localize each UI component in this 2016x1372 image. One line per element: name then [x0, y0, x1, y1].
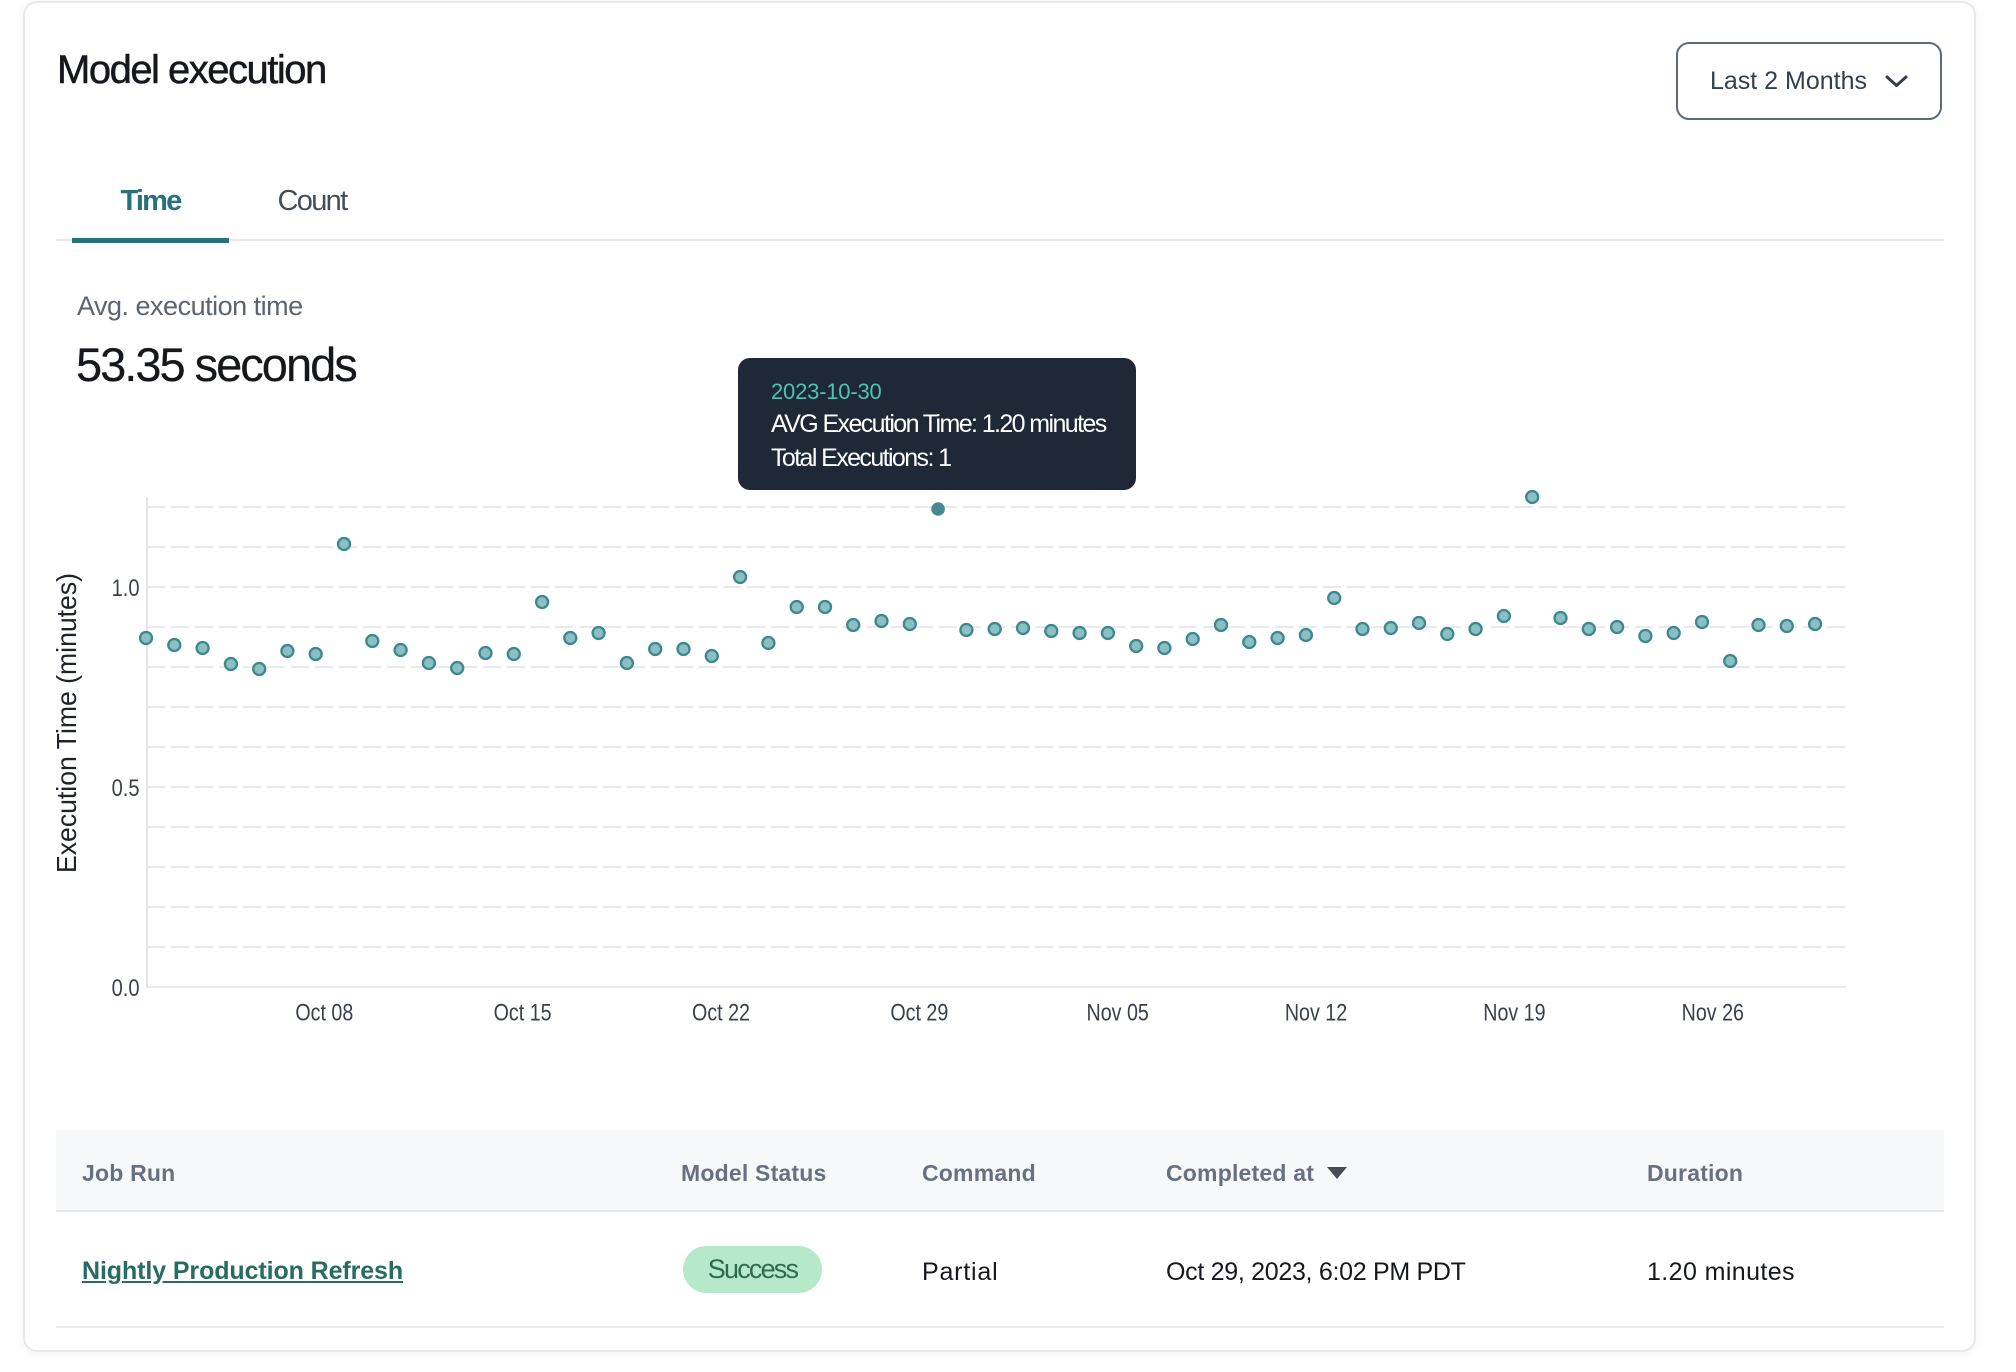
svg-text:Nov 19: Nov 19 — [1483, 999, 1545, 1026]
svg-text:Nov 05: Nov 05 — [1087, 999, 1149, 1026]
svg-text:1.0: 1.0 — [112, 574, 140, 601]
svg-text:Execution Time (minutes): Execution Time (minutes) — [50, 573, 82, 873]
svg-text:Oct 29: Oct 29 — [890, 999, 948, 1026]
svg-text:Oct 08: Oct 08 — [295, 999, 353, 1026]
svg-text:Oct 22: Oct 22 — [692, 999, 750, 1026]
svg-text:0.0: 0.0 — [112, 974, 140, 1001]
svg-text:0.5: 0.5 — [112, 774, 140, 801]
svg-text:Nov 12: Nov 12 — [1285, 999, 1347, 1026]
svg-text:Oct 15: Oct 15 — [494, 999, 552, 1026]
svg-text:Nov 26: Nov 26 — [1682, 999, 1744, 1026]
